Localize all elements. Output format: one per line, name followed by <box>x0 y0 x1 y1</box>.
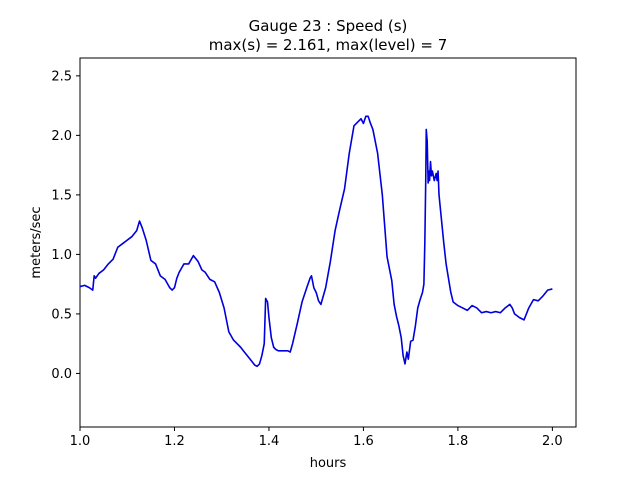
chart-title: Gauge 23 : Speed (s) <box>249 17 408 35</box>
y-tick-label: 0.0 <box>51 367 72 382</box>
y-tick-label: 2.0 <box>51 129 72 144</box>
y-tick-label: 2.5 <box>51 69 72 84</box>
y-tick-label: 1.5 <box>51 188 72 203</box>
x-tick-label: 2.0 <box>542 434 563 449</box>
x-tick-label: 1.0 <box>70 434 91 449</box>
series-line-0 <box>79 115 553 368</box>
y-tick-label: 1.0 <box>51 248 72 263</box>
chart-title-group: Gauge 23 : Speed (s) max(s) = 2.161, max… <box>209 17 447 54</box>
y-axis-ticks: 0.0 0.5 1.0 1.5 2.0 2.5 <box>51 69 80 382</box>
plot-frame <box>79 57 577 428</box>
x-tick-label: 1.8 <box>448 434 469 449</box>
x-tick-label: 1.4 <box>259 434 280 449</box>
x-axis-ticks: 1.0 1.2 1.4 1.6 1.8 2.0 <box>70 427 563 449</box>
y-axis-label: meters/sec <box>29 206 44 278</box>
series-layer <box>79 115 553 368</box>
x-tick-label: 1.6 <box>353 434 374 449</box>
x-axis-label: hours <box>310 456 347 471</box>
x-tick-label: 1.2 <box>164 434 185 449</box>
chart-subtitle: max(s) = 2.161, max(level) = 7 <box>209 36 447 54</box>
y-tick-label: 0.5 <box>51 307 72 322</box>
